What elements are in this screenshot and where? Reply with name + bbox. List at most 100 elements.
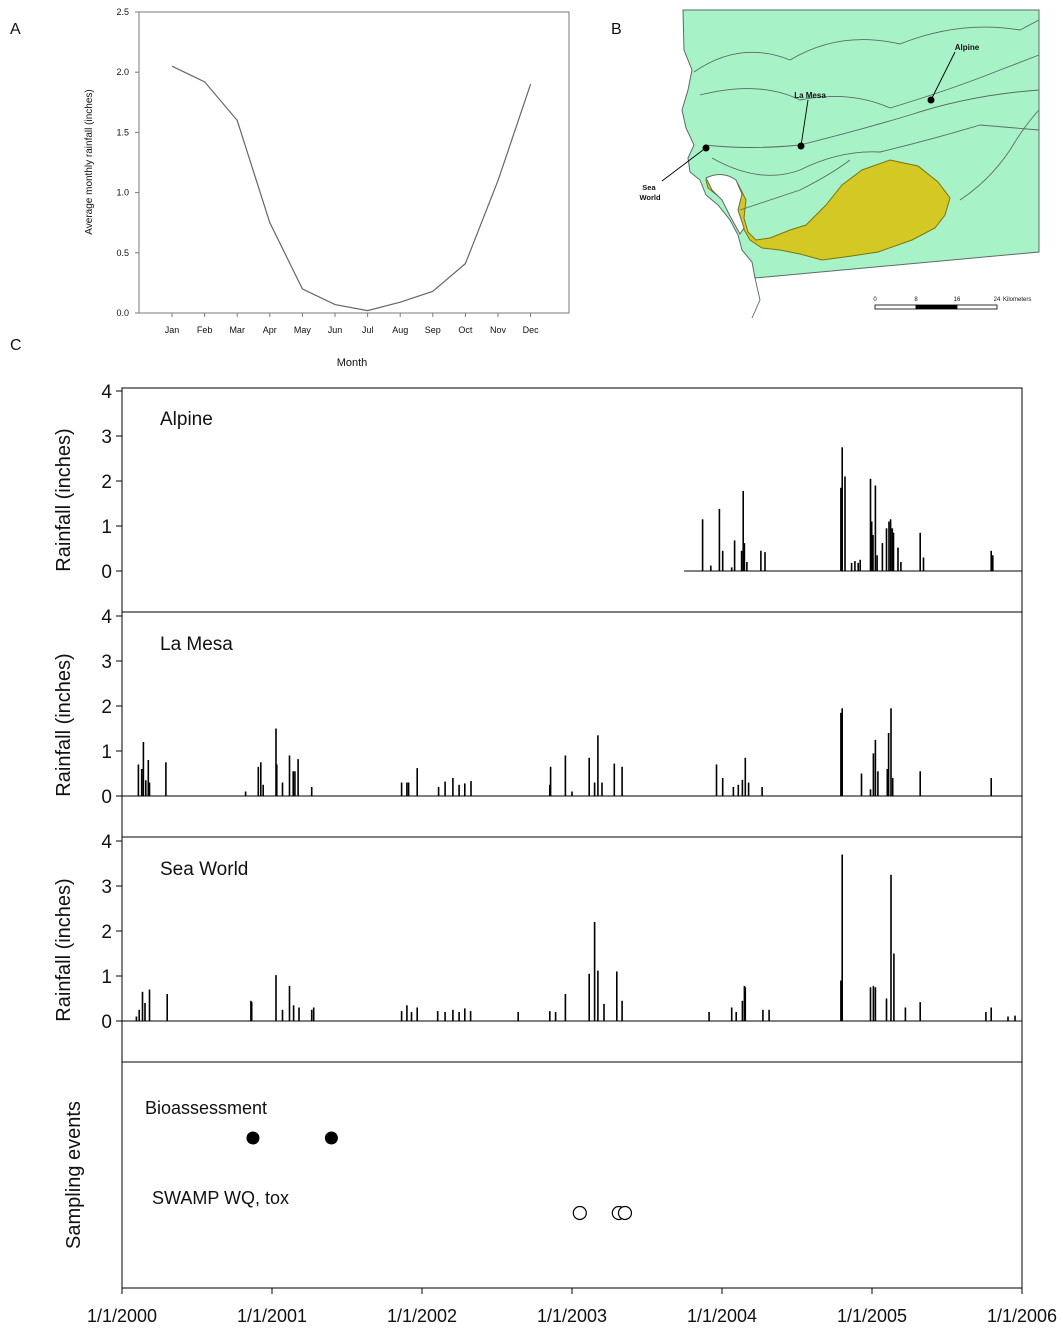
alpine-rain-bar (869, 478, 872, 571)
alpine-rain-bar (740, 550, 743, 572)
sea-world-rain-bar (292, 1005, 295, 1021)
sea-world-rain-bar (872, 985, 875, 1021)
la-mesa-rain-bar (588, 757, 590, 797)
sampling-y-label: Sampling events (63, 1101, 85, 1249)
alpine-rain-bar (889, 519, 892, 571)
rainfall-y-tick-label: 0 (101, 562, 112, 583)
alpine-rain-bar (746, 562, 748, 571)
scale-unit: Kilometers (1003, 297, 1031, 303)
sea-world-rain-bar (893, 953, 895, 1021)
sea-world-rain-bar (135, 1016, 138, 1021)
la-mesa-rain-bar (470, 781, 472, 796)
sea-world-rain-bar (768, 1009, 770, 1022)
panel-a-x-tick-label: Dec (523, 325, 540, 335)
panel-a-x-label: Month (337, 357, 368, 369)
sea-world-rain-bar (621, 1000, 623, 1022)
sea-world-rain-bar (743, 985, 746, 1021)
panel-c-x-ticks: 1/1/2000 1/1/2001 1/1/2002 1/1/2003 1/1/2004… (87, 1288, 1057, 1326)
swamp-label: SWAMP WQ, tox (152, 1188, 289, 1208)
alpine-rain-bar (872, 535, 874, 571)
la-mesa-rain-bar (877, 771, 879, 797)
alpine-title: Alpine (160, 409, 213, 430)
scale-tick-8: 8 (914, 297, 918, 303)
alpine-rain-bar (876, 555, 878, 571)
bay-water (705, 174, 745, 235)
alpine-rain-bar (881, 543, 884, 571)
la-mesa-rain-bar (593, 782, 596, 796)
la-mesa-rain-bar (444, 781, 446, 796)
la-mesa-rain-bar (281, 782, 284, 796)
panel-a-x-tick-label: Mar (229, 325, 245, 335)
sea-world-rain-bar (744, 987, 747, 1022)
date-x-tick-label: 1/1/2001 (237, 1306, 307, 1326)
panel-a-y-tick-label: 1.0 (116, 188, 129, 198)
la-mesa-rain-bar (165, 762, 167, 797)
sea-world-rain-bar (400, 1011, 403, 1021)
la-mesa-rain-bar (564, 755, 567, 796)
alpine-y-label: Rainfall (inches) (53, 428, 75, 571)
panel-a-x-tick-label: Oct (458, 325, 473, 335)
sea-world-rain-bar (148, 989, 151, 1021)
la-mesa-rain-bar (452, 778, 454, 796)
alpine-rain-bar (897, 547, 899, 571)
la-mesa-rain-bar (416, 768, 418, 796)
panel-a-x-tick-label: Nov (490, 325, 507, 335)
sea-world-map-label-line2: World (639, 193, 661, 202)
sea-world-rain-bar (597, 970, 599, 1021)
swamp-event-marker (617, 1205, 633, 1221)
bioassessment-event-marker (324, 1131, 338, 1145)
la-mesa-map-label: La Mesa (794, 91, 826, 100)
alpine-rain-bar (888, 521, 890, 571)
panel-a-y-tick-label: 1.5 (116, 127, 129, 137)
alpine-rain-bar (874, 485, 877, 571)
la-mesa-rain-bar (292, 771, 294, 797)
rainfall-y-tick-label: 3 (101, 652, 112, 673)
rainfall-y-tick-label: 1 (101, 517, 112, 538)
alpine-rain-bar (854, 561, 856, 571)
panel-c-y-ticks: 0 1 2 3 4 0 1 2 3 4 0 1 2 3 4 (101, 382, 122, 1033)
alpine-rain-bar (742, 490, 744, 571)
bioassessment-event-marker (246, 1131, 260, 1145)
panel-a-y-tick-label: 0.5 (116, 248, 129, 258)
sea-world-marker (702, 144, 710, 152)
rainfall-y-tick-label: 4 (101, 382, 112, 403)
sea-world-rain-bar (762, 1009, 764, 1022)
sea-world-rain-bar (564, 994, 567, 1021)
la-mesa-rain-bar (257, 766, 260, 797)
la-mesa-rain-bar (874, 739, 877, 797)
sea-world-rain-bar (554, 1012, 557, 1021)
date-x-tick-label: 1/1/2004 (687, 1306, 757, 1326)
sea-world-rain-bar (166, 994, 168, 1021)
la-mesa-rain-bar (244, 791, 247, 796)
panel-a: 0.0 0.5 1.0 1.5 2.0 2.5 Jan Feb Mar Apr May Jun Jul… (84, 7, 570, 369)
alpine-rain-bar (764, 552, 766, 571)
la-mesa-leader (800, 99, 809, 147)
alpine-rain-bar (859, 559, 861, 572)
la-mesa-rain-bar (145, 780, 147, 796)
swamp-event-marker (572, 1205, 587, 1221)
sea-world-rain-bar (841, 854, 843, 1021)
sea-world-map-label: Sea World (639, 183, 661, 202)
panel-a-y-label: Average monthly rainfall (inches) (84, 89, 95, 234)
alpine-rain-bar (760, 550, 762, 572)
sea-world-title: Sea World (160, 859, 248, 880)
sea-world-rain-bar (885, 998, 888, 1021)
sea-world-rain-bar (452, 1009, 454, 1022)
alpine-rain-bar (870, 521, 873, 571)
panel-a-y-tick-label: 2.5 (116, 7, 129, 17)
panel-label-c: C (10, 337, 22, 354)
alpine-rain-bar (721, 550, 724, 572)
la-mesa-rain-bar (458, 784, 460, 797)
panel-a-x-tick-label: Apr (263, 325, 277, 335)
alpine-rain-bar (922, 557, 925, 571)
sea-world-rain-bar (549, 1011, 551, 1021)
sea-world-rain-bar (904, 1007, 907, 1021)
sea-world-rain-bar (874, 987, 877, 1022)
sea-world-rain-bar (730, 1007, 733, 1021)
sea-world-rain-bar (840, 980, 842, 1021)
sea-world-rain-bar (708, 1012, 710, 1021)
la-mesa-rain-bar (288, 755, 291, 796)
sea-world-rain-bar (275, 975, 277, 1021)
la-mesa-rain-bar (869, 789, 872, 797)
rainfall-y-tick-label: 4 (101, 607, 112, 628)
